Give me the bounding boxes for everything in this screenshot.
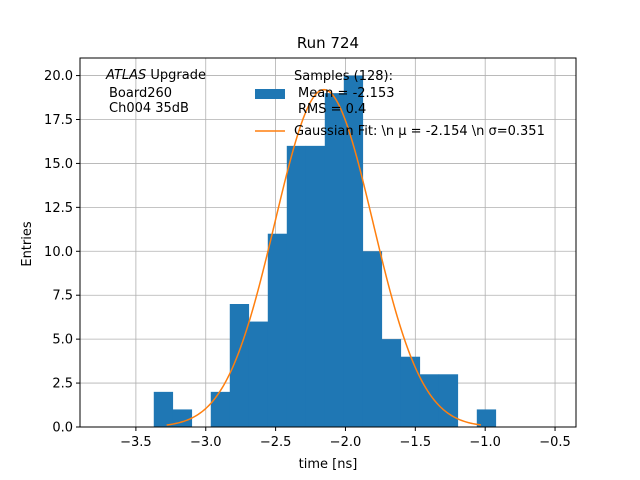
histogram-bar: [267, 233, 288, 427]
annotation-channel: Ch004 35dB: [109, 101, 189, 116]
legend-histogram-label-line3: RMS = 0.4: [298, 102, 366, 117]
y-tick-label: 7.5: [52, 289, 73, 304]
histogram-bar: [476, 409, 497, 427]
legend-fit-label: Gaussian Fit: \n μ = -2.154 \n σ=0.351: [294, 124, 545, 139]
x-tick-label: −2.5: [260, 435, 292, 450]
x-axis-ticks: −3.5 −3.0 −2.5 −2.0 −1.5 −1.0 −0.5: [120, 427, 571, 450]
legend-histogram-label-line1: Samples (128):: [294, 69, 393, 84]
histogram-bar: [305, 145, 326, 427]
chart-title: Run 724: [297, 34, 359, 52]
legend-histogram-label-line2: Mean = -2.153: [298, 86, 394, 101]
x-tick-label: −1.0: [469, 435, 501, 450]
x-tick-label: −1.5: [400, 435, 432, 450]
y-tick-label: 10.0: [44, 245, 73, 260]
y-tick-label: 17.5: [44, 113, 73, 128]
y-tick-label: 0.0: [52, 421, 73, 436]
legend: Samples (128): Mean = -2.153 RMS = 0.4 G…: [255, 69, 545, 139]
y-tick-label: 2.5: [52, 377, 73, 392]
annotation-experiment: ATLAS: [105, 68, 146, 83]
histogram-bar: [400, 356, 421, 427]
histogram-bar: [153, 391, 174, 427]
x-tick-label: −2.0: [330, 435, 362, 450]
histogram-bar: [172, 409, 193, 427]
x-tick-label: −3.0: [190, 435, 222, 450]
plot-frame: [79, 57, 577, 428]
histogram-bar: [362, 251, 383, 427]
histogram-bar: [419, 374, 440, 427]
annotation-board: Board260: [109, 86, 172, 101]
y-tick-label: 5.0: [52, 333, 73, 348]
histogram-bar: [248, 321, 269, 427]
histogram-bar: [381, 339, 402, 427]
x-tick-label: −3.5: [120, 435, 152, 450]
x-axis-label: time [ns]: [299, 457, 358, 472]
x-tick-label: −0.5: [539, 435, 571, 450]
histogram-bar: [438, 374, 459, 427]
y-axis-label: Entries: [20, 221, 35, 267]
histogram-bar: [286, 145, 307, 427]
histogram-bar: [324, 93, 345, 428]
y-tick-label: 20.0: [44, 69, 73, 84]
y-axis-ticks: 0.0 2.5 5.0 7.5 10.0 12.5 15.0 17.5 20.0: [44, 69, 80, 436]
atlas-annotation: ATLAS Upgrade Board260 Ch004 35dB: [105, 68, 206, 116]
histogram-bar: [210, 391, 231, 427]
y-tick-label: 12.5: [44, 201, 73, 216]
gaussian-fit-curve: [166, 88, 482, 426]
annotation-experiment-suffix: Upgrade: [146, 68, 206, 83]
y-tick-label: 15.0: [44, 157, 73, 172]
svg-text:ATLAS Upgrade: ATLAS Upgrade: [105, 68, 206, 83]
legend-histogram-swatch: [255, 89, 285, 99]
